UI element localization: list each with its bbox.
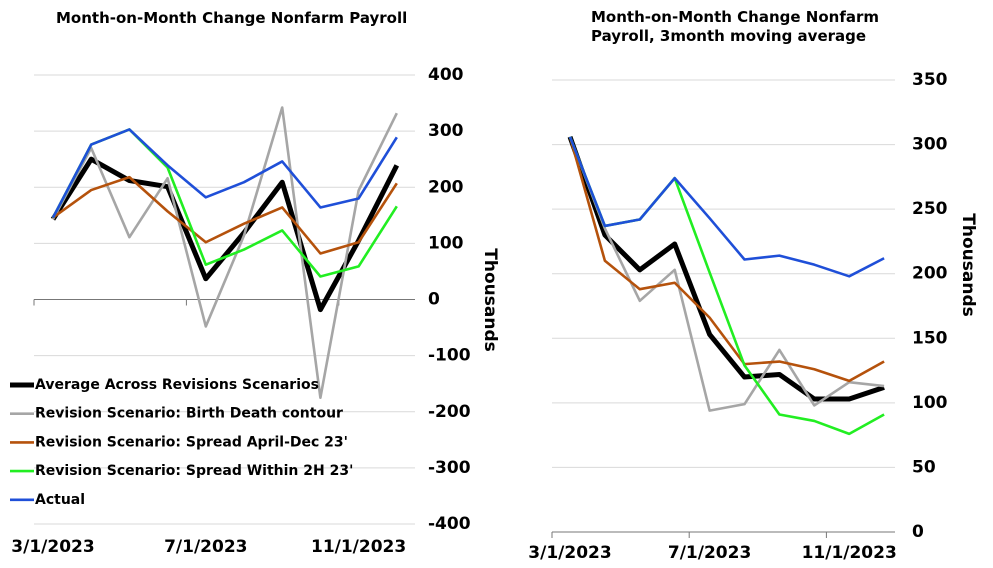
legend-label: Actual — [35, 492, 85, 508]
legend-label: Average Across Revisions Scenarios — [35, 377, 319, 393]
y-tick-label: 0 — [912, 522, 924, 542]
series-line — [568, 136, 885, 278]
series-line — [51, 128, 398, 219]
series-line — [52, 175, 398, 255]
y-tick-label: -400 — [428, 514, 471, 534]
y-axis-label: Thousands — [958, 213, 978, 316]
y-tick-label: 350 — [912, 70, 948, 90]
x-tick-label: 11/1/2023 — [311, 537, 406, 557]
y-tick-label: 100 — [912, 393, 948, 413]
legend-label: Revision Scenario: Birth Death contour — [35, 406, 343, 422]
y-axis-label: Thousands — [480, 248, 500, 351]
x-tick-label: 3/1/2023 — [528, 543, 611, 563]
legend-label: Revision Scenario: Spread April-Dec 23' — [35, 434, 348, 450]
y-tick-label: 300 — [912, 135, 948, 155]
chart-title: Month-on-Month Change Nonfarm Payroll, 3… — [591, 8, 880, 45]
series-line — [51, 106, 398, 400]
y-tick-label: 100 — [428, 233, 464, 253]
x-tick-label: 7/1/2023 — [164, 537, 247, 557]
y-tick-label: 400 — [428, 65, 464, 85]
y-tick-label: -100 — [428, 346, 471, 366]
y-tick-label: 200 — [428, 177, 464, 197]
legend-label: Revision Scenario: Spread Within 2H 23' — [35, 463, 353, 479]
series-line — [568, 136, 885, 412]
x-tick-label: 11/1/2023 — [802, 543, 897, 563]
chart-title: Month-on-Month Change Nonfarm Payroll — [56, 9, 408, 27]
x-tick-label: 3/1/2023 — [11, 537, 94, 557]
series-line — [50, 156, 400, 313]
y-tick-label: 150 — [912, 328, 948, 348]
y-tick-label: 250 — [912, 199, 948, 219]
x-tick-label: 7/1/2023 — [668, 543, 751, 563]
y-tick-label: 0 — [428, 290, 440, 310]
y-tick-label: 200 — [912, 264, 948, 284]
series-line — [568, 136, 885, 383]
y-tick-label: -200 — [428, 402, 471, 422]
y-tick-label: -300 — [428, 458, 471, 478]
y-tick-label: 50 — [912, 457, 936, 477]
y-tick-label: 300 — [428, 121, 464, 141]
series-line — [567, 135, 885, 402]
